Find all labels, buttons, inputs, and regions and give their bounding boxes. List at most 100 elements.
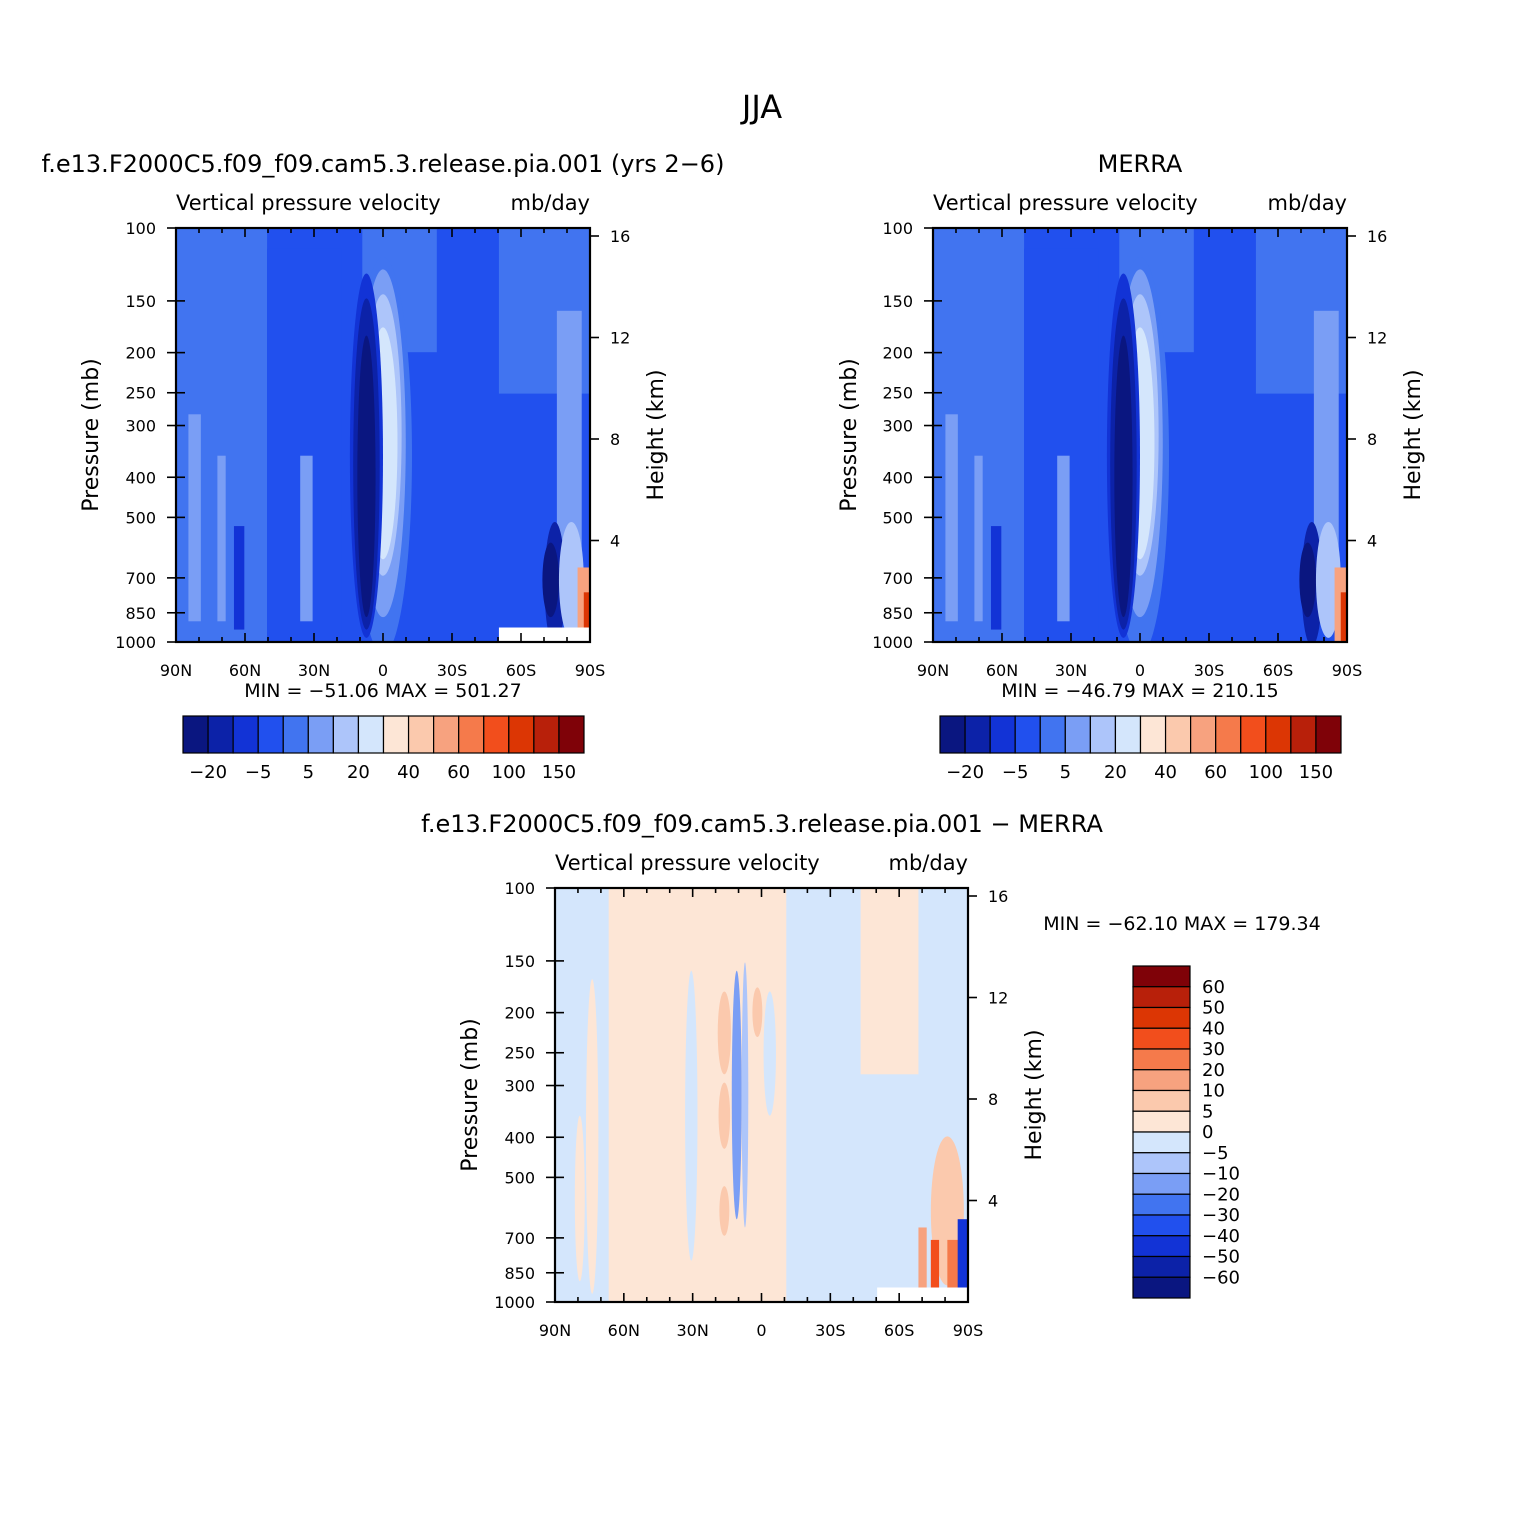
- colorbar-swatch: [989, 715, 1016, 754]
- y-tick-label: 850: [504, 1264, 535, 1283]
- colorbar-swatch: [458, 715, 485, 754]
- units-label-model: mb/day: [511, 191, 591, 215]
- height-tick-label: 4: [988, 1192, 998, 1211]
- colorbar-swatch: [1164, 715, 1192, 754]
- colorbar-swatch: [1132, 1214, 1191, 1237]
- y-tick-label: 700: [882, 569, 913, 588]
- contour-region: [947, 1239, 960, 1290]
- contour-region: [300, 455, 313, 622]
- y-tick-label: 150: [882, 292, 913, 311]
- colorbar-swatch: [964, 715, 991, 754]
- colorbar-swatch: [182, 715, 209, 754]
- colorbar-label: −10: [1202, 1164, 1240, 1185]
- y-tick-label: 700: [125, 569, 156, 588]
- colorbar-swatch: [1265, 715, 1292, 754]
- x-tick-label: 90N: [160, 661, 192, 680]
- colorbar-label: −5: [1002, 762, 1029, 783]
- colorbar-swatch: [1132, 1069, 1191, 1092]
- contour-region: [741, 962, 749, 1228]
- y-tick-label: 1000: [115, 633, 156, 652]
- colorbar-label: 50: [1202, 998, 1225, 1019]
- colorbar-label: 20: [1104, 762, 1127, 783]
- ylabel-merra: Pressure (mb): [837, 358, 862, 512]
- contour-region: [731, 970, 742, 1220]
- x-tick-label: 30S: [815, 1321, 846, 1340]
- height-tick-label: 16: [988, 887, 1008, 906]
- y-tick-label: 400: [882, 468, 913, 487]
- variable-label-model: Vertical pressure velocity: [176, 191, 441, 215]
- contour-region: [1057, 455, 1070, 622]
- contour-region: [930, 1239, 940, 1294]
- units-label-merra: mb/day: [1268, 191, 1348, 215]
- contour-region: [608, 888, 787, 1302]
- y-tick-label: 300: [504, 1077, 535, 1096]
- y-tick-label: 250: [504, 1044, 535, 1063]
- contour-region: [945, 414, 958, 622]
- contour-region: [188, 414, 201, 622]
- contour-region: [1340, 592, 1347, 642]
- colorbar-swatch: [1132, 1110, 1191, 1133]
- x-tick-label: 60N: [986, 661, 1018, 680]
- contour-region: [763, 991, 776, 1116]
- colorbar-swatch: [1132, 1235, 1191, 1258]
- height-tick-label: 12: [1367, 329, 1387, 348]
- colorbar-label: 5: [1202, 1101, 1213, 1122]
- stats-merra: MIN = −46.79 MAX = 210.15: [1001, 680, 1278, 702]
- contour-region: [835, 991, 853, 1282]
- y-tick-label: 150: [125, 292, 156, 311]
- colorbar-swatch: [1132, 1131, 1191, 1154]
- y-tick-label: 500: [504, 1168, 535, 1187]
- colorbar-swatch: [1315, 715, 1342, 754]
- y-tick-label: 250: [882, 384, 913, 403]
- colorbar-swatch: [1132, 1255, 1191, 1278]
- contour-region: [585, 979, 599, 1294]
- colorbar-swatch: [1064, 715, 1091, 754]
- colorbar-swatch: [282, 715, 309, 754]
- colorbar-label: 20: [347, 762, 370, 783]
- heatmap-merra: 90N 60N 30N 0 30S 60S 90S 100 150 200 250 300 400 500…: [872, 219, 1387, 680]
- panel-title-model: f.e13.F2000C5.f09_f09.cam5.3.release.pia…: [42, 150, 725, 178]
- y-tick-label: 1000: [872, 633, 913, 652]
- stats-model: MIN = −51.06 MAX = 501.27: [244, 680, 521, 702]
- y-tick-label: 400: [125, 468, 156, 487]
- contour-region: [752, 987, 763, 1038]
- x-tick-label: 90N: [539, 1321, 571, 1340]
- colorbar-swatch: [1132, 1152, 1191, 1175]
- colorbar-swatch: [207, 715, 234, 754]
- colorbar-swatch: [939, 715, 966, 754]
- colorbar-merra: −20 −5 5 20 40 60 100 150: [939, 715, 1342, 783]
- colorbar-swatch: [1014, 715, 1041, 754]
- height-tick-label: 8: [1367, 430, 1377, 449]
- contour-region: [542, 542, 559, 618]
- colorbar-label: 100: [492, 762, 526, 783]
- panel-title-merra: MERRA: [1098, 150, 1183, 178]
- colorbar-swatch: [1240, 715, 1267, 754]
- contour-region: [1114, 335, 1133, 618]
- x-tick-label: 90S: [575, 661, 606, 680]
- colorbar-swatch: [357, 715, 385, 754]
- contour-region: [717, 991, 731, 1075]
- colorbar-label: −20: [1202, 1184, 1240, 1205]
- x-tick-label: 30N: [298, 661, 330, 680]
- x-tick-label: 90S: [1332, 661, 1363, 680]
- x-tick-label: 60S: [1263, 661, 1294, 680]
- height-tick-label: 4: [1367, 532, 1377, 551]
- colorbar-swatch: [407, 715, 435, 754]
- y-tick-label: 200: [882, 344, 913, 363]
- colorbar-label: −50: [1202, 1247, 1240, 1268]
- contour-region: [957, 1219, 968, 1302]
- y-tick-label: 100: [882, 219, 913, 238]
- contour-region: [574, 1115, 585, 1282]
- x-tick-label: 60S: [506, 661, 537, 680]
- colorbar-label: −30: [1202, 1205, 1240, 1226]
- colorbar-swatch: [1114, 715, 1142, 754]
- height-tick-label: 4: [610, 532, 620, 551]
- y-tick-label: 850: [125, 604, 156, 623]
- colorbar-label: 10: [1202, 1081, 1225, 1102]
- x-tick-label: 0: [1135, 661, 1145, 680]
- colorbar-label: 60: [447, 762, 470, 783]
- contour-region: [1299, 542, 1316, 618]
- contour-fill-merra: [933, 228, 1347, 642]
- colorbar-model: −20 −5 5 20 40 60 100 150: [182, 715, 585, 783]
- colorbar-swatch: [1132, 1172, 1191, 1195]
